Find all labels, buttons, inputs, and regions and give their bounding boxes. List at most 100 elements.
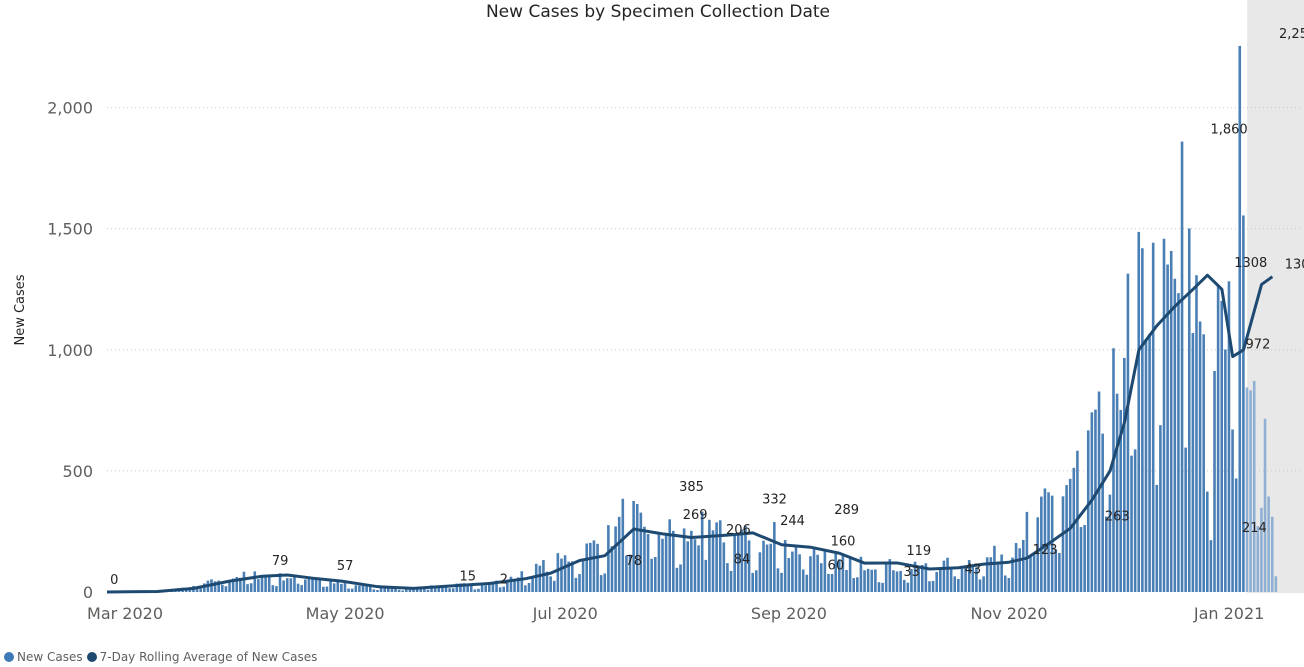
bar [570,561,574,592]
bar [433,586,437,592]
bar [390,588,394,592]
bar [239,577,242,592]
bar [506,582,509,592]
bar [643,526,646,592]
bar [686,541,690,592]
bar [917,568,920,592]
bar [491,583,495,592]
bar [386,588,390,592]
bar [498,587,502,592]
bar [581,561,585,592]
bar [217,580,221,592]
bar [610,546,614,592]
data-label: 0 [110,573,118,588]
bar [1014,542,1018,592]
bar [758,552,762,592]
bar [303,579,307,592]
bar [379,586,383,592]
bar [343,583,347,592]
bar [1213,371,1216,592]
bar [765,544,769,592]
bar [311,578,314,592]
bar [899,570,902,592]
bar [1007,578,1011,592]
bar [657,532,661,592]
bar [527,583,531,592]
bar [823,551,827,592]
bar [628,554,632,592]
bar [1263,418,1267,592]
bar [383,587,386,592]
bar [314,578,318,592]
bar [444,586,448,592]
bar [1115,393,1119,592]
bar [1130,455,1133,592]
bar [881,582,884,592]
x-tick-label: Mar 2020 [87,604,163,623]
bar [307,577,311,592]
data-label: 2 [500,573,508,588]
bar [267,575,271,592]
bar [502,586,506,592]
bar [1137,231,1141,592]
bar [1155,484,1159,592]
bar [773,522,776,592]
bar [679,564,682,592]
bar [599,575,603,592]
bar [1021,540,1025,592]
bar [397,589,401,592]
data-label: 263 [1105,509,1130,524]
bar [819,563,823,592]
bar [1094,409,1097,592]
data-label: 33 [903,565,920,580]
bar [329,580,332,592]
bar [910,568,913,592]
bar [661,538,664,592]
bar [953,576,957,592]
bar [1177,293,1180,592]
bar [354,585,358,592]
bar [1050,495,1054,592]
legend-item-new-cases[interactable]: New Cases [4,650,83,664]
bar [982,576,985,592]
bar [264,575,267,592]
data-label: 2,255 [1279,27,1304,42]
bar [574,577,578,592]
bar [996,562,1000,592]
bar [989,557,993,592]
data-label: 1308 [1234,256,1267,271]
bar [1260,507,1263,592]
bar [924,563,928,592]
bar [448,588,451,592]
bar [1097,391,1101,592]
bar [1274,576,1278,592]
bar [1227,281,1231,592]
bar [852,578,856,592]
bar [978,579,982,592]
bar [289,578,293,592]
bar [805,574,809,592]
bar [693,539,697,592]
x-tick-label: May 2020 [306,604,385,623]
bar [614,526,617,592]
bar [332,583,336,592]
legend-item-rolling-average[interactable]: 7-Day Rolling Average of New Cases [86,650,317,664]
bar [300,585,303,592]
bar [1209,540,1213,592]
bar [845,569,848,592]
bar [1162,238,1166,592]
bar [863,570,866,592]
bar [715,522,718,592]
bar [1148,334,1151,592]
bar [744,525,747,592]
data-label: 332 [762,493,787,508]
bar [1202,334,1205,592]
y-tick-label: 0 [83,583,93,602]
legend-swatch-new-cases [4,652,14,662]
bar [639,512,643,592]
bar [975,567,978,592]
bar [960,568,964,592]
bar [480,585,484,592]
bar [231,578,235,592]
bar [1119,409,1123,592]
